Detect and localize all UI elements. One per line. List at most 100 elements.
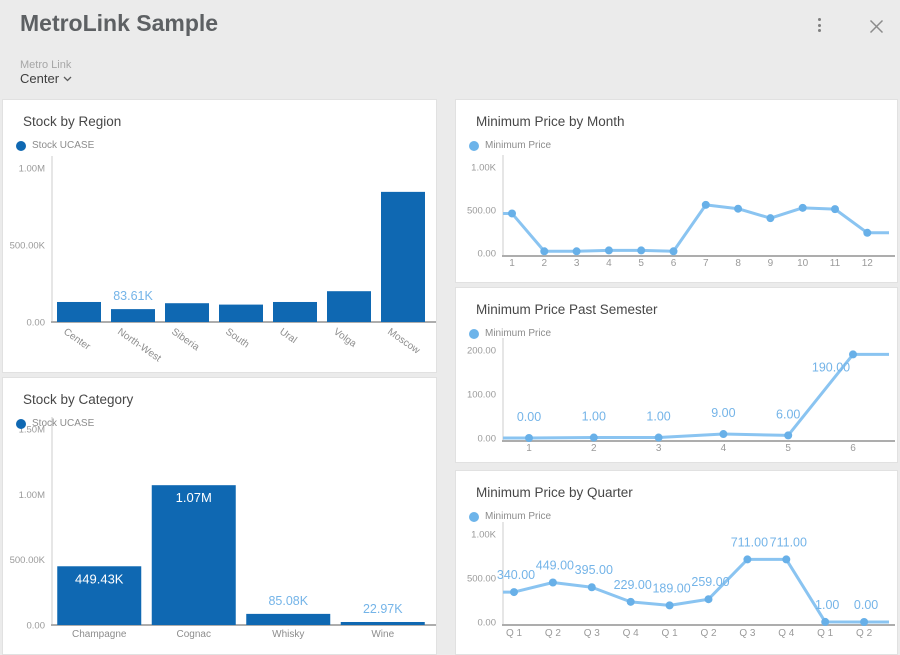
point-value-label: 0.00 — [854, 598, 878, 612]
panel-stock-by-category: 1.50M 1.00M 500.00K 0.00 449.43K Champagne 1.0… — [2, 377, 437, 655]
chart-title: Minimum Price by Quarter — [476, 485, 633, 500]
x-tick-label: Q 1 — [662, 628, 679, 639]
point-3[interactable] — [572, 247, 581, 256]
point-Q 1[interactable] — [665, 601, 674, 610]
x-tick-label: 1 — [526, 443, 532, 454]
point-8[interactable] — [734, 204, 743, 213]
stock-by-category-chart[interactable]: 1.50M 1.00M 500.00K 0.00 449.43K Champagne 1.0… — [3, 378, 438, 655]
legend: Stock UCASE — [16, 140, 94, 151]
bar-Champagne[interactable] — [57, 566, 142, 625]
legend-marker-icon — [469, 140, 479, 151]
x-tick-label: Q 2 — [856, 628, 873, 639]
point-Q 3[interactable] — [743, 555, 752, 564]
y-tick-label: 500.00K — [10, 241, 46, 252]
bar-Whisky[interactable] — [246, 613, 331, 625]
point-Q 3[interactable] — [587, 583, 596, 592]
kebab-menu-icon — [818, 18, 821, 21]
minimum-price-by-month-chart[interactable]: 1.00K 500.00 0.00 1 2 3 4 5 6 7 8 9 10 11 12 — [456, 100, 899, 289]
point-1[interactable] — [508, 209, 516, 218]
point-Q 2[interactable] — [548, 578, 557, 587]
point-6[interactable] — [669, 247, 678, 256]
point-5[interactable] — [637, 246, 646, 255]
point-1[interactable] — [525, 434, 533, 442]
point-Q 4[interactable] — [626, 597, 635, 606]
x-tick-label: 5 — [785, 443, 791, 454]
point-2[interactable] — [540, 247, 549, 256]
point-12[interactable] — [863, 228, 872, 237]
point-value-label: 1.00 — [815, 598, 839, 612]
chart-title: Minimum Price Past Semester — [476, 302, 658, 317]
point-4[interactable] — [604, 246, 613, 255]
x-tick-label: North-West — [115, 326, 163, 364]
point-4[interactable] — [719, 430, 728, 439]
legend: Minimum Price — [469, 140, 551, 151]
point-7[interactable] — [701, 200, 710, 209]
legend-label: Stock UCASE — [32, 140, 95, 151]
close-button[interactable] — [864, 14, 889, 42]
point-10[interactable] — [798, 203, 807, 212]
bar-Volga[interactable] — [327, 291, 371, 322]
bar-value-label: 449.43K — [75, 571, 124, 586]
y-tick-label: 1.00K — [471, 163, 496, 174]
bar-value-label: 85.08K — [268, 594, 308, 608]
category-plot-area[interactable]: 1.50M 1.00M 500.00K 0.00 449.43K Champagne 1.0… — [3, 378, 438, 655]
x-tick-label: Q 1 — [506, 628, 523, 639]
point-value-label: 711.00 — [770, 535, 807, 549]
semester-plot-area[interactable]: 200.00 100.00 0.00 0.00 1 1.00 2 1.00 3 9.00 4 6.00… — [456, 288, 899, 464]
series-line — [503, 557, 889, 624]
point-9[interactable] — [766, 214, 775, 223]
point-value-label: 711.00 — [731, 535, 768, 549]
x-tick-label: Whisky — [272, 629, 304, 640]
x-tick-label: 12 — [862, 258, 874, 269]
bar-Siberia[interactable] — [165, 303, 209, 322]
more-options-button[interactable] — [814, 14, 825, 36]
stock-by-region-chart[interactable]: 1.00M 500.00K 0.00 Center 83.61K North-West Si… — [3, 100, 438, 379]
quarter-plot-area[interactable]: 1.00K 500.00 0.00 340.00 Q 1 449.00 Q 2 395.00 Q… — [456, 471, 899, 655]
x-tick-label: 9 — [768, 258, 774, 269]
legend: Minimum Price — [469, 511, 551, 522]
point-Q 1[interactable] — [821, 617, 830, 626]
point-6[interactable] — [849, 350, 857, 359]
close-icon — [869, 19, 884, 34]
region-plot-area[interactable]: 1.00M 500.00K 0.00 Center 83.61K North-West Si… — [3, 100, 438, 374]
series-line — [503, 352, 889, 440]
x-tick-label: Wine — [371, 629, 394, 640]
legend-label: Minimum Price — [485, 511, 552, 522]
bar-Center[interactable] — [57, 301, 101, 322]
y-tick-label: 1.00M — [19, 490, 45, 501]
point-Q 2[interactable] — [860, 618, 869, 626]
legend-marker-icon — [469, 511, 479, 522]
bar-Cognac[interactable] — [151, 485, 236, 625]
x-tick-label: 8 — [735, 258, 741, 269]
point-Q 4[interactable] — [782, 555, 791, 564]
series-line — [503, 203, 889, 253]
chart-title: Stock by Region — [23, 114, 122, 129]
metro-link-dropdown[interactable]: Center — [20, 71, 72, 86]
minimum-price-past-semester-chart[interactable]: 200.00 100.00 0.00 0.00 1 1.00 2 1.00 3 9.00 4 6.00… — [456, 288, 899, 469]
point-Q 1[interactable] — [510, 588, 518, 597]
point-value-label: 9.00 — [711, 406, 735, 420]
point-Q 2[interactable] — [704, 595, 713, 604]
x-tick-label: Q 4 — [778, 628, 795, 639]
point-value-label: 449.00 — [536, 558, 574, 572]
point-5[interactable] — [784, 431, 793, 440]
bar-Ural[interactable] — [273, 301, 317, 322]
point-3[interactable] — [654, 433, 663, 442]
point-value-label: 395.00 — [575, 563, 613, 577]
bar-Moscow[interactable] — [381, 191, 425, 322]
y-tick-label: 100.00 — [467, 390, 496, 401]
bar-Wine[interactable] — [340, 621, 425, 625]
x-tick-label: Q 3 — [739, 628, 756, 639]
point-2[interactable] — [589, 433, 598, 442]
bar-South[interactable] — [219, 304, 263, 322]
panel-minimum-price-past-semester: 200.00 100.00 0.00 0.00 1 1.00 2 1.00 3 9.00 4 6.00… — [455, 287, 898, 463]
point-11[interactable] — [831, 205, 839, 214]
bar-North-West[interactable] — [111, 309, 155, 322]
legend: Minimum Price — [469, 328, 551, 339]
y-tick-label: 1.00K — [471, 530, 496, 541]
x-tick-label: Q 4 — [623, 628, 640, 639]
x-tick-label: Ural — [277, 326, 298, 346]
point-value-label: 259.00 — [691, 575, 729, 589]
minimum-price-by-quarter-chart[interactable]: 1.00K 500.00 0.00 340.00 Q 1 449.00 Q 2 395.00 Q… — [456, 471, 899, 655]
